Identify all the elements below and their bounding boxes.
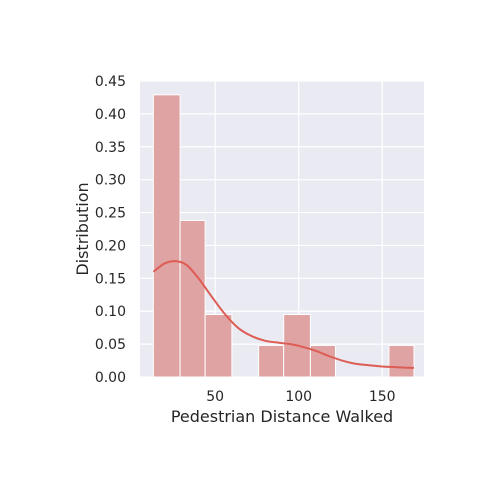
y-tick-label: 0.35 [95,140,126,156]
y-tick-label: 0.20 [95,238,126,254]
y-tick-label: 0.10 [95,304,126,320]
y-tick-label: 0.00 [95,370,126,386]
histogram-bar [389,345,414,377]
y-tick-label: 0.40 [95,107,126,123]
y-tick-label: 0.45 [95,74,126,90]
y-tick-label: 0.05 [95,337,126,353]
y-tick-label: 0.15 [95,271,126,287]
y-axis-label: Distribution [73,182,92,275]
x-axis-label: Pedestrian Distance Walked [171,407,393,426]
histogram-bar [205,315,232,377]
y-tick-label: 0.25 [95,206,126,222]
histogram-bar [180,220,205,377]
x-tick-label: 150 [369,389,396,405]
histogram-bar [153,95,180,377]
y-tick-label: 0.30 [95,173,126,189]
x-tick-label: 50 [206,389,224,405]
x-tick-labels: 50 100 150 [206,389,395,405]
y-tick-labels: 0.00 0.05 0.10 0.15 0.20 0.25 0.30 0.35 0.40 0.45 [95,74,126,386]
histogram-bar [259,345,284,377]
x-tick-label: 100 [285,389,312,405]
